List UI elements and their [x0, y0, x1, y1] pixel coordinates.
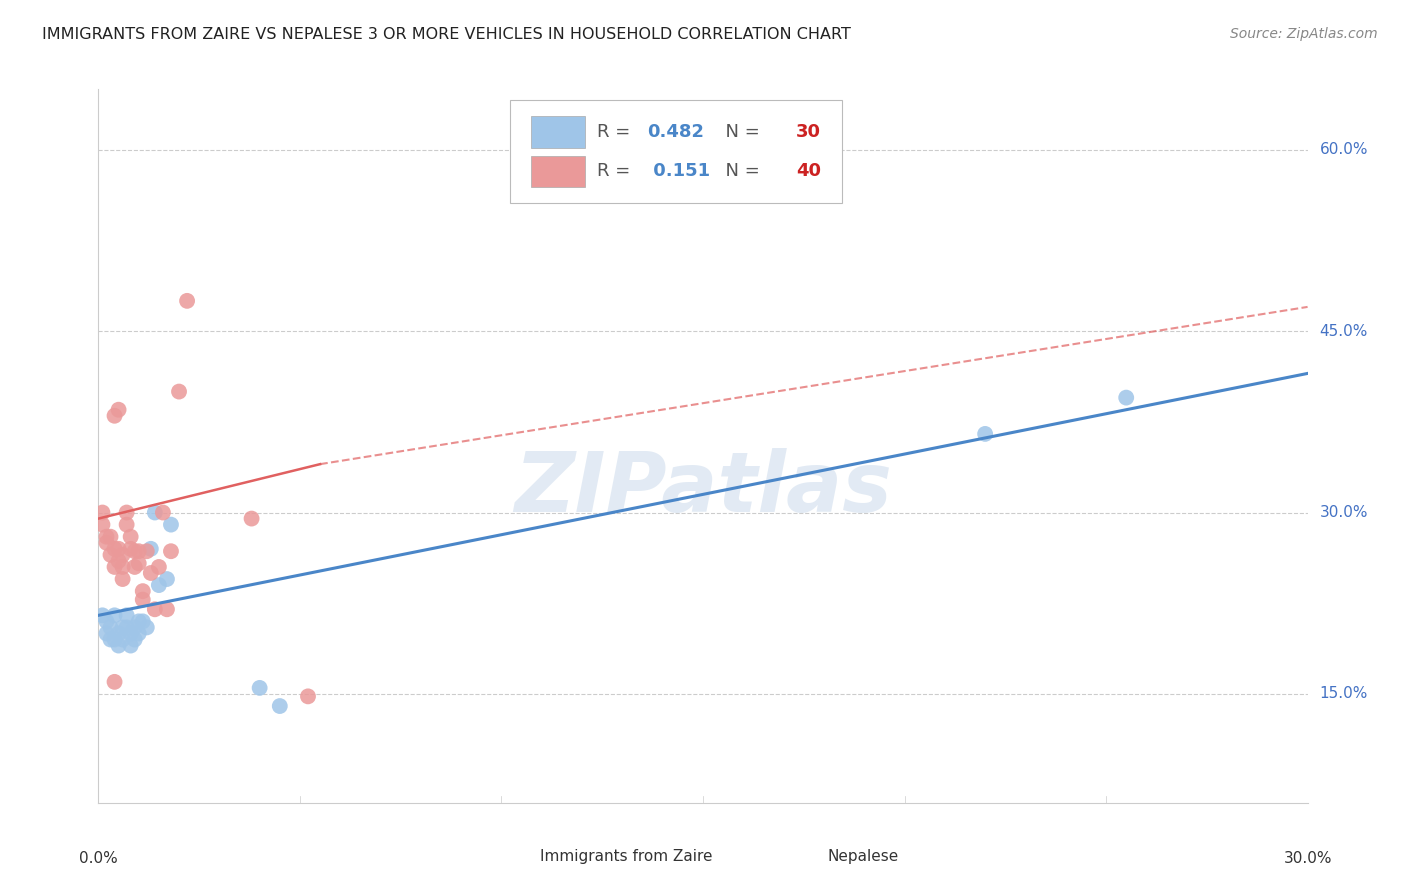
Point [107, 639, 129, 653]
Point [249, 681, 271, 695]
Point [128, 544, 150, 558]
FancyBboxPatch shape [531, 155, 585, 187]
Point [91, 517, 114, 532]
Point [120, 530, 142, 544]
Point [160, 517, 183, 532]
Text: R =: R = [596, 162, 636, 180]
Point [100, 632, 122, 647]
Point [100, 530, 122, 544]
Text: ZIPatlas: ZIPatlas [515, 449, 891, 529]
Point [152, 506, 174, 520]
Text: Immigrants from Zaire: Immigrants from Zaire [540, 849, 713, 863]
Point [96, 626, 118, 640]
Point [103, 674, 125, 689]
Text: R =: R = [596, 123, 636, 141]
Point [128, 557, 150, 571]
Point [135, 620, 157, 634]
Point [156, 602, 179, 616]
Point [111, 548, 134, 562]
Text: N =: N = [714, 162, 765, 180]
Text: 0.151: 0.151 [647, 162, 710, 180]
Point [132, 584, 155, 599]
Point [167, 384, 190, 399]
Point [107, 554, 129, 568]
Point [111, 572, 134, 586]
Point [115, 608, 138, 623]
Text: 15.0%: 15.0% [1320, 687, 1368, 701]
Point [240, 511, 263, 525]
Point [128, 626, 150, 640]
FancyBboxPatch shape [509, 100, 842, 203]
Text: N =: N = [714, 123, 765, 141]
Point [148, 560, 170, 574]
Text: IMMIGRANTS FROM ZAIRE VS NEPALESE 3 OR MORE VEHICLES IN HOUSEHOLD CORRELATION CH: IMMIGRANTS FROM ZAIRE VS NEPALESE 3 OR M… [42, 27, 851, 42]
Point [139, 566, 162, 580]
Text: 0.482: 0.482 [647, 123, 704, 141]
Point [176, 293, 198, 308]
Text: 45.0%: 45.0% [1320, 324, 1368, 339]
Text: 0.0%: 0.0% [79, 851, 118, 866]
Point [120, 639, 142, 653]
Point [132, 592, 155, 607]
Point [1115, 391, 1137, 405]
Point [143, 602, 166, 616]
Point [120, 626, 142, 640]
Point [111, 632, 134, 647]
FancyBboxPatch shape [785, 847, 824, 869]
Point [91, 608, 114, 623]
Point [139, 541, 162, 556]
Point [91, 506, 114, 520]
Point [107, 626, 129, 640]
Point [269, 699, 291, 714]
Point [120, 541, 142, 556]
Point [96, 535, 118, 549]
Text: 30.0%: 30.0% [1320, 505, 1368, 520]
Point [128, 615, 150, 629]
Point [103, 541, 125, 556]
Point [107, 402, 129, 417]
Text: 60.0%: 60.0% [1320, 142, 1368, 157]
Point [156, 572, 179, 586]
Text: 30: 30 [796, 123, 821, 141]
Text: 30.0%: 30.0% [1284, 851, 1331, 866]
Point [100, 548, 122, 562]
Point [103, 632, 125, 647]
Text: Nepalese: Nepalese [828, 849, 898, 863]
Point [135, 544, 157, 558]
Point [124, 620, 146, 634]
Point [103, 608, 125, 623]
Point [103, 409, 125, 423]
Point [297, 690, 319, 704]
Text: 40: 40 [796, 162, 821, 180]
Point [107, 541, 129, 556]
Point [115, 620, 138, 634]
Point [124, 632, 146, 647]
Point [160, 544, 183, 558]
FancyBboxPatch shape [531, 116, 585, 148]
Text: Source: ZipAtlas.com: Source: ZipAtlas.com [1230, 27, 1378, 41]
Point [143, 506, 166, 520]
Point [148, 578, 170, 592]
Point [100, 620, 122, 634]
Point [103, 560, 125, 574]
Point [124, 544, 146, 558]
FancyBboxPatch shape [495, 847, 534, 869]
Point [974, 426, 997, 441]
Point [132, 615, 155, 629]
Point [115, 506, 138, 520]
Point [111, 620, 134, 634]
Point [96, 615, 118, 629]
Point [111, 560, 134, 574]
Point [96, 530, 118, 544]
Point [115, 517, 138, 532]
Point [124, 560, 146, 574]
